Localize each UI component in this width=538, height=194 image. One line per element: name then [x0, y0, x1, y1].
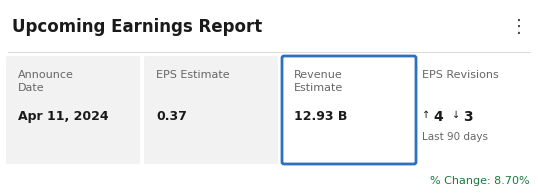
Text: ↓: ↓	[452, 110, 460, 120]
FancyBboxPatch shape	[282, 56, 416, 164]
FancyBboxPatch shape	[144, 56, 278, 164]
Text: ⋮: ⋮	[510, 18, 528, 36]
Text: ↑: ↑	[422, 110, 430, 120]
Text: % Change: 8.70%: % Change: 8.70%	[430, 176, 530, 186]
Text: 12.93 B: 12.93 B	[294, 110, 348, 123]
FancyBboxPatch shape	[6, 56, 140, 164]
Text: Last 90 days: Last 90 days	[422, 132, 488, 142]
Text: EPS Revisions: EPS Revisions	[422, 70, 499, 80]
Text: EPS Estimate: EPS Estimate	[156, 70, 230, 80]
Text: Upcoming Earnings Report: Upcoming Earnings Report	[12, 18, 262, 36]
Text: 0.37: 0.37	[156, 110, 187, 123]
Text: 3: 3	[463, 110, 472, 124]
Text: 4: 4	[433, 110, 443, 124]
Text: Apr 11, 2024: Apr 11, 2024	[18, 110, 109, 123]
Text: Revenue
Estimate: Revenue Estimate	[294, 70, 343, 93]
Text: Announce
Date: Announce Date	[18, 70, 74, 93]
